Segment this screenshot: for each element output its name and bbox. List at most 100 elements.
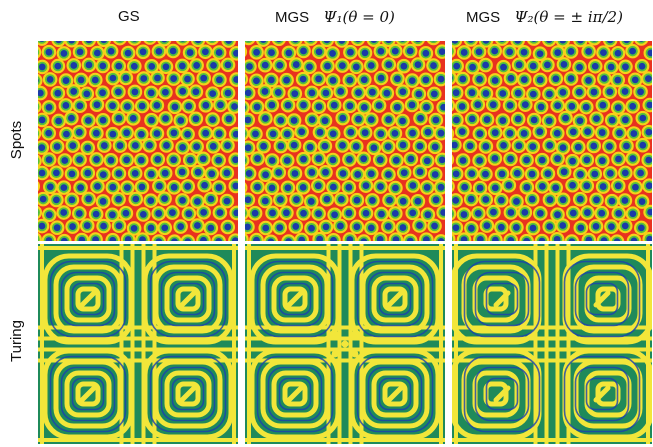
spot: [196, 232, 211, 241]
spot: [245, 46, 248, 57]
spot: [304, 165, 320, 180]
spot: [363, 220, 379, 236]
spot: [371, 98, 387, 113]
spot: [356, 234, 372, 241]
spot: [556, 164, 572, 180]
spot: [133, 152, 149, 168]
row-label-spots: Spots: [8, 120, 25, 160]
spot: [105, 179, 121, 195]
spot: [589, 111, 604, 126]
spot: [503, 70, 519, 86]
spot: [485, 97, 501, 112]
spot: [452, 71, 457, 85]
spot: [555, 192, 571, 208]
spot: [211, 45, 227, 60]
spot: [279, 205, 294, 221]
spot: [635, 110, 651, 126]
spot: [151, 44, 167, 59]
spot: [519, 180, 535, 195]
spot: [158, 84, 173, 100]
spot: [420, 207, 436, 222]
spot: [573, 220, 589, 236]
spot: [596, 45, 611, 60]
spot: [516, 44, 532, 60]
spot: [478, 166, 493, 182]
spot: [38, 41, 49, 46]
spot: [81, 113, 96, 128]
spot: [342, 98, 358, 114]
spot: [566, 205, 581, 221]
spot: [578, 99, 594, 115]
spot: [456, 45, 472, 60]
spot: [373, 179, 388, 194]
spot: [563, 71, 579, 86]
spot: [548, 180, 563, 196]
spot: [198, 98, 214, 113]
spot: [463, 191, 479, 207]
spot: [470, 97, 486, 112]
spot: [540, 166, 556, 181]
spot: [250, 151, 265, 166]
spot: [228, 152, 238, 168]
spot: [198, 125, 213, 141]
spot: [625, 43, 640, 59]
spot: [49, 220, 65, 236]
column-header-formula: Ψ₂(θ = ± iπ/2): [514, 8, 623, 26]
spot: [452, 85, 464, 100]
spot: [111, 191, 126, 207]
spot: [643, 45, 652, 61]
spot: [418, 72, 434, 88]
spot: [205, 86, 220, 101]
spot: [175, 140, 190, 155]
spot: [526, 112, 542, 128]
spot: [90, 45, 105, 61]
spot: [542, 86, 557, 102]
spot: [38, 85, 48, 101]
spot: [87, 72, 103, 88]
spot: [335, 58, 350, 73]
spot: [478, 86, 494, 101]
spot: [264, 180, 280, 196]
spot: [641, 152, 652, 168]
spot: [245, 219, 255, 235]
spot: [581, 232, 597, 241]
spot: [365, 193, 380, 208]
spot: [494, 219, 509, 235]
spot: [349, 59, 364, 75]
spot: [136, 71, 152, 86]
spot: [596, 233, 612, 241]
spot: [518, 97, 533, 112]
spot: [455, 153, 471, 168]
spot: [219, 165, 235, 181]
spot: [113, 41, 127, 46]
spot: [597, 71, 612, 86]
spot: [289, 192, 304, 207]
spot: [126, 221, 142, 236]
spot: [264, 153, 280, 168]
spot: [38, 218, 50, 234]
spot: [89, 125, 104, 141]
spot: [452, 41, 463, 48]
spot: [197, 177, 212, 193]
spot: [532, 124, 548, 139]
spot: [642, 231, 652, 241]
spot: [487, 125, 503, 140]
spot: [381, 57, 397, 72]
spot: [119, 152, 134, 168]
spot: [311, 99, 327, 115]
stripe-cores: [49, 260, 227, 433]
spot: [103, 153, 119, 168]
spot: [381, 167, 396, 182]
spot: [127, 58, 142, 74]
spot: [49, 192, 64, 208]
spot: [38, 181, 41, 192]
spot: [341, 180, 357, 195]
spot: [219, 193, 235, 209]
spot: [511, 138, 527, 154]
spot: [128, 138, 143, 153]
spot: [288, 219, 304, 234]
spot: [565, 153, 580, 169]
spot: [564, 99, 580, 114]
spot: [433, 71, 445, 87]
spot: [643, 204, 652, 220]
